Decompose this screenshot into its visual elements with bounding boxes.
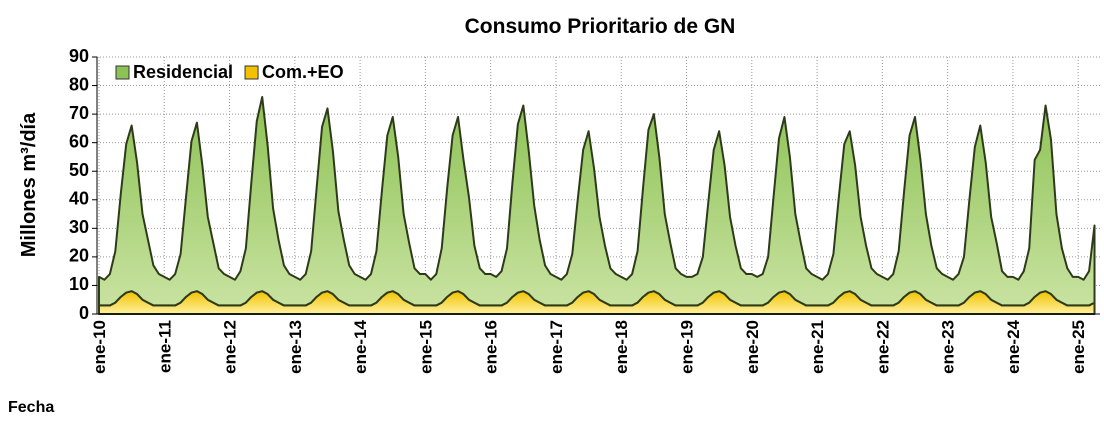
y-tick-label: 20 xyxy=(69,246,89,266)
y-tick-label: 0 xyxy=(79,303,89,323)
chart-title: Consumo Prioritario de GN xyxy=(465,15,736,38)
x-tick-label: ene-20 xyxy=(743,320,762,374)
y-tick-label: 10 xyxy=(69,274,89,294)
x-tick-label: ene-17 xyxy=(547,320,566,374)
x-tick-label: ene-10 xyxy=(90,320,109,374)
y-axis-label: Millones m³/día xyxy=(18,112,40,257)
x-tick-label: ene-24 xyxy=(1004,319,1023,373)
y-tick-label: 40 xyxy=(69,189,89,209)
x-tick-label: ene-21 xyxy=(808,320,827,374)
x-tick-label: ene-15 xyxy=(416,320,435,374)
legend-swatch xyxy=(115,65,130,80)
y-tick-label: 80 xyxy=(69,74,89,94)
y-tick-label: 30 xyxy=(69,217,89,237)
x-tick-label: ene-22 xyxy=(873,320,892,374)
x-tick-label: ene-18 xyxy=(612,320,631,374)
x-tick-label: ene-23 xyxy=(939,320,958,374)
x-tick-label: ene-16 xyxy=(482,320,501,374)
legend-label: Residencial xyxy=(133,62,233,82)
legend-label: Com.+EO xyxy=(262,62,344,82)
y-tick-label: 70 xyxy=(69,103,89,123)
x-tick-label: ene-19 xyxy=(678,320,697,374)
x-tick-label: ene-25 xyxy=(1069,320,1088,374)
y-tick-label: 60 xyxy=(69,131,89,151)
x-tick-label: ene-13 xyxy=(286,320,305,374)
x-axis-label: Fecha xyxy=(8,399,54,416)
y-tick-label: 50 xyxy=(69,160,89,180)
x-tick-label: ene-14 xyxy=(351,319,370,373)
x-tick-label: ene-11 xyxy=(155,320,174,373)
y-tick-label: 90 xyxy=(69,46,89,66)
area xyxy=(98,95,1096,307)
x-tick-label: ene-12 xyxy=(221,320,240,374)
legend-swatch xyxy=(244,65,259,80)
